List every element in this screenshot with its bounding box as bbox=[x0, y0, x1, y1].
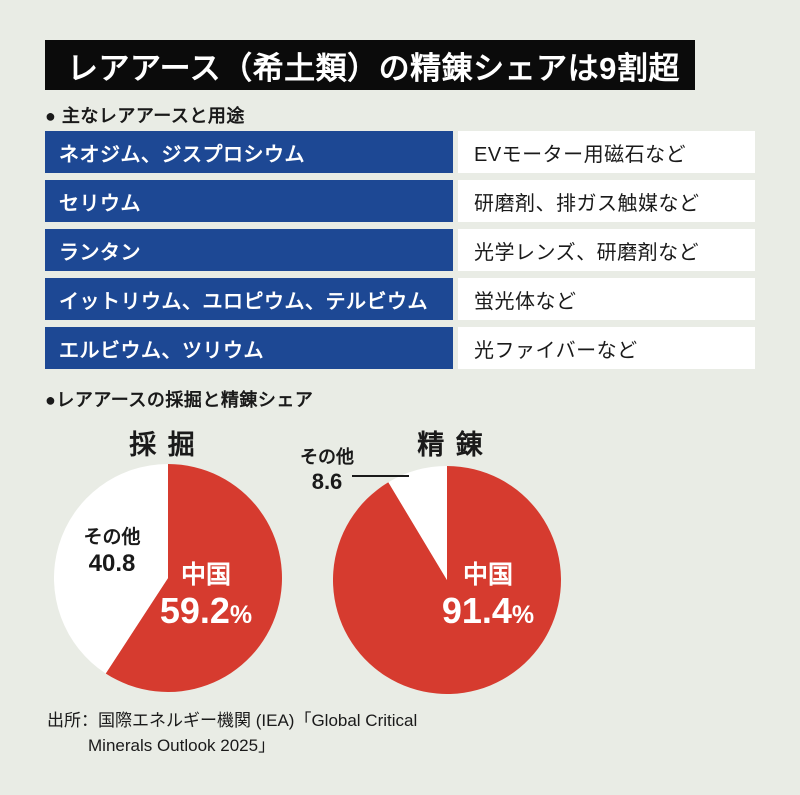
table-row: ランタン 光学レンズ、研磨剤など bbox=[45, 229, 755, 271]
slice-name: その他 bbox=[300, 447, 354, 467]
slice-name: 中国 bbox=[180, 561, 231, 589]
table-row: セリウム 研磨剤、排ガス触媒など bbox=[45, 180, 755, 222]
refining-other-label: その他 8.6 bbox=[300, 447, 354, 495]
element-cell: セリウム bbox=[45, 180, 453, 222]
headline-banner: レアアース（希土類）の精錬シェアは9割超 bbox=[45, 40, 695, 90]
refining-china-label: 中国 91.4% bbox=[442, 561, 534, 631]
mining-chart-title: 採 掘 bbox=[129, 430, 197, 460]
slice-name: 中国 bbox=[462, 561, 513, 589]
pie-slice-china bbox=[105, 464, 282, 692]
table-row: イットリウム、ユロピウム、テルビウム 蛍光体など bbox=[45, 278, 755, 320]
percent-sign: % bbox=[511, 600, 535, 629]
element-cell: イットリウム、ユロピウム、テルビウム bbox=[45, 278, 453, 320]
element-cell: ネオジム、ジスプロシウム bbox=[45, 131, 453, 173]
refining-chart-title: 精 錬 bbox=[417, 430, 485, 460]
element-cell: ランタン bbox=[45, 229, 453, 271]
source-note: 出所：国際エネルギー機関 (IEA)「Global Critical Miner… bbox=[47, 709, 417, 758]
element-cell: エルビウム、ツリウム bbox=[45, 327, 453, 369]
uses-section-heading: ● 主なレアアースと用途 bbox=[45, 106, 245, 126]
slice-value: 40.8 bbox=[88, 549, 136, 577]
pie-slice-china bbox=[333, 466, 561, 694]
refining-pie-chart bbox=[333, 466, 561, 694]
rare-earth-uses-table: ネオジム、ジスプロシウム EVモーター用磁石など セリウム 研磨剤、排ガス触媒な… bbox=[45, 131, 755, 369]
mining-pie-chart bbox=[54, 464, 282, 692]
use-cell: 光ファイバーなど bbox=[458, 327, 755, 369]
slice-value: 59.2 bbox=[159, 589, 230, 631]
use-cell: 研磨剤、排ガス触媒など bbox=[458, 180, 755, 222]
headline-text: レアアース（希土類）の精錬シェアは9割超 bbox=[67, 50, 680, 86]
mining-china-label: 中国 59.2% bbox=[160, 561, 252, 631]
leader-line bbox=[352, 475, 409, 477]
slice-name: その他 bbox=[83, 527, 141, 548]
use-cell: 蛍光体など bbox=[458, 278, 755, 320]
share-section-heading: ●レアアースの採掘と精錬シェア bbox=[45, 390, 314, 410]
slice-value: 8.6 bbox=[311, 468, 343, 494]
source-line-1: 出所：国際エネルギー機関 (IEA)「Global Critical bbox=[47, 711, 418, 730]
slice-value: 91.4 bbox=[441, 589, 512, 631]
table-row: ネオジム、ジスプロシウム EVモーター用磁石など bbox=[45, 131, 755, 173]
pie-slice-other bbox=[388, 466, 447, 580]
use-cell: 光学レンズ、研磨剤など bbox=[458, 229, 755, 271]
percent-sign: % bbox=[229, 600, 253, 629]
table-row: エルビウム、ツリウム 光ファイバーなど bbox=[45, 327, 755, 369]
source-line-2: Minerals Outlook 2025」 bbox=[88, 735, 276, 755]
mining-other-label: その他 40.8 bbox=[83, 527, 140, 579]
use-cell: EVモーター用磁石など bbox=[458, 131, 755, 173]
pie-slice-other bbox=[54, 464, 168, 674]
